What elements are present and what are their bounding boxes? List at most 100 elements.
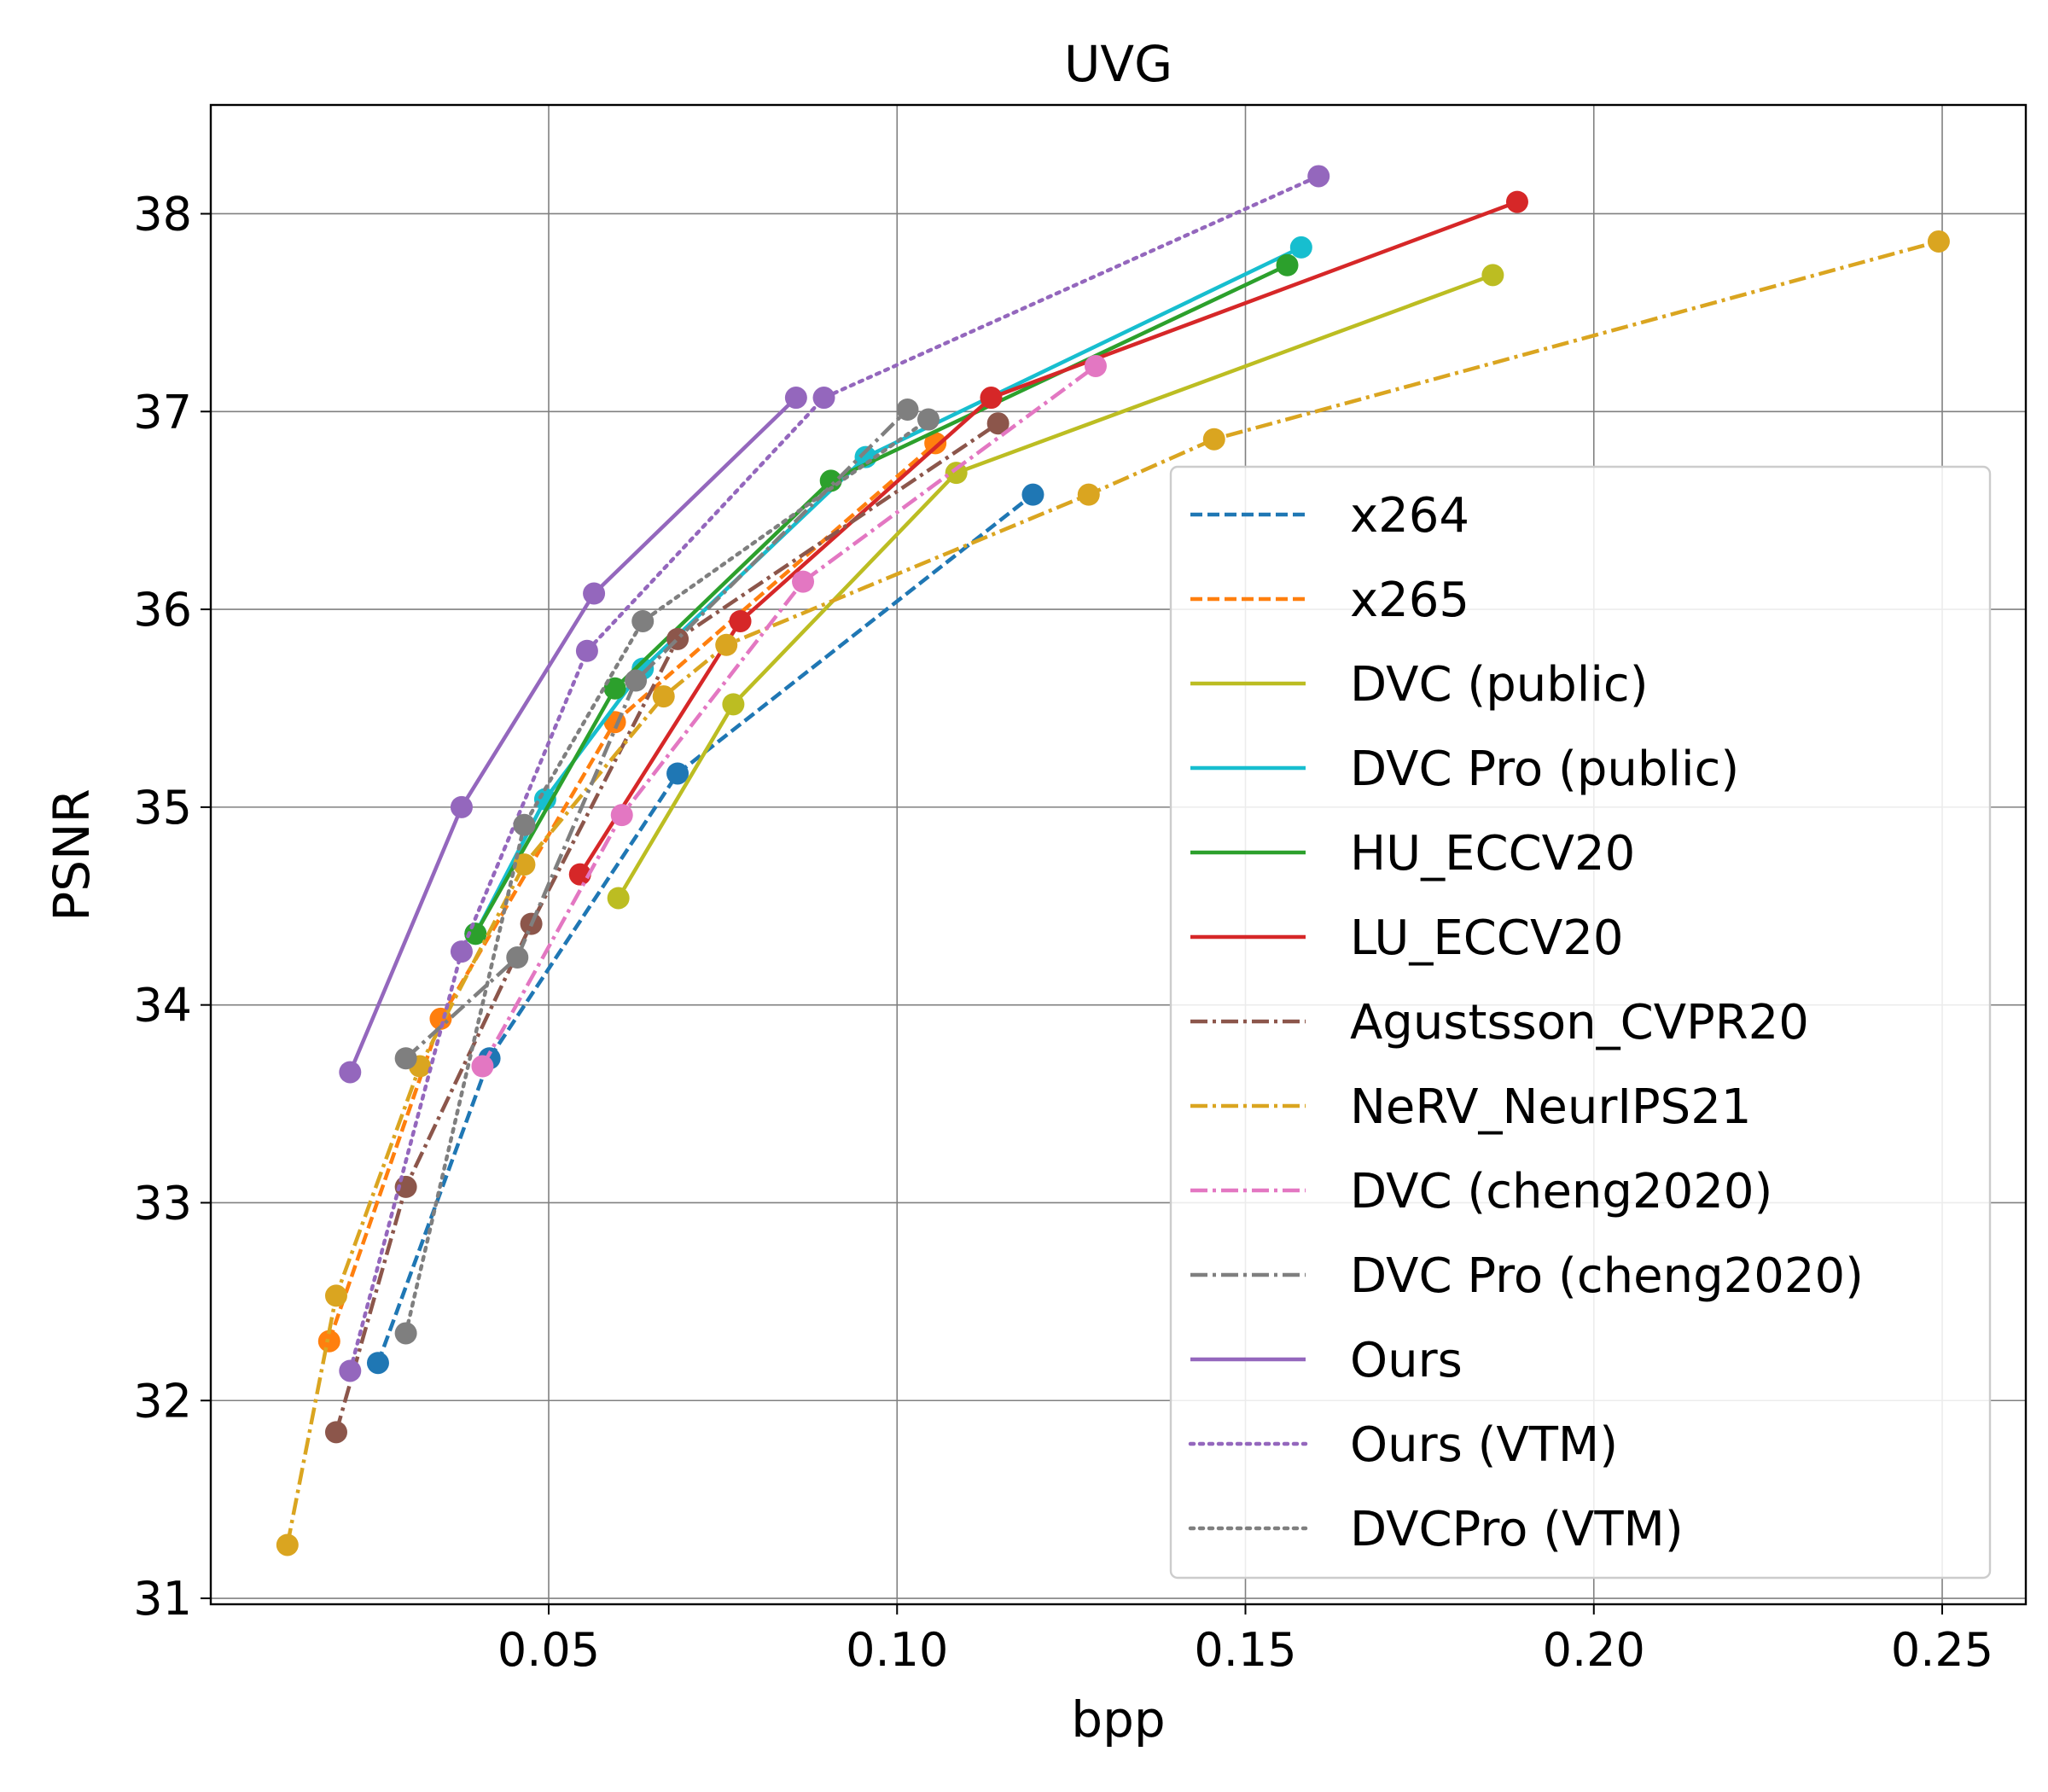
series-line	[285, 239, 1940, 1545]
data-point	[607, 887, 630, 910]
y-tick-label: 36	[133, 583, 192, 637]
legend-item: DVC (public)	[1190, 657, 1649, 713]
data-point	[945, 462, 968, 485]
legend-label: Agustsson_CVPR20	[1350, 995, 1809, 1050]
y-tick-label: 35	[133, 781, 192, 835]
data-point	[812, 387, 835, 410]
data-point	[896, 398, 919, 421]
data-point	[513, 813, 536, 836]
data-point	[339, 1061, 362, 1084]
data-point	[366, 1352, 389, 1375]
data-point	[631, 609, 655, 632]
data-point	[471, 1055, 494, 1078]
legend-item: x264	[1190, 488, 1469, 544]
legend-label: DVC Pro (cheng2020)	[1350, 1248, 1864, 1304]
data-point	[513, 853, 536, 876]
y-tick-label: 38	[133, 187, 192, 241]
legend-item: LU_ECCV20	[1190, 911, 1624, 966]
data-point	[450, 940, 473, 963]
y-tick-label: 34	[133, 979, 192, 1033]
legend-item: Ours (VTM)	[1188, 1417, 1618, 1473]
data-point	[568, 863, 591, 886]
data-point	[917, 408, 940, 431]
legend-item: DVC Pro (public)	[1190, 742, 1739, 797]
ticks: 0.05 0.10 0.15 0.20 0.25 31 32 33 34 35 36 37 38	[133, 187, 1993, 1677]
legend-label: LU_ECCV20	[1350, 911, 1624, 966]
data-point	[506, 946, 529, 969]
data-point	[792, 570, 815, 593]
y-tick-label: 31	[133, 1572, 192, 1626]
x-tick-label: 0.10	[846, 1623, 948, 1677]
y-tick-label: 33	[133, 1176, 192, 1230]
y-tick-label: 32	[133, 1374, 192, 1428]
data-point	[575, 639, 598, 662]
series-ours	[339, 387, 807, 1084]
series-dvc-pro-cheng2020	[394, 398, 919, 1070]
data-point	[1276, 253, 1299, 276]
series-dvcpro-vtm	[394, 408, 940, 1345]
data-point	[324, 1421, 347, 1444]
x-tick-label: 0.25	[1891, 1623, 1993, 1677]
legend-item: Agustsson_CVPR20	[1190, 995, 1809, 1050]
data-point	[652, 685, 675, 708]
data-point	[603, 677, 626, 700]
data-point	[276, 1533, 299, 1556]
x-tick-label: 0.20	[1543, 1623, 1645, 1677]
data-point	[722, 693, 745, 716]
chart-title: UVG	[1064, 35, 1172, 93]
data-point	[610, 804, 633, 827]
y-axis-label: PSNR	[43, 788, 101, 921]
series-dvc-cheng2020	[471, 354, 1107, 1078]
y-tick-label: 37	[133, 385, 192, 439]
legend: x264 x265 DVC (public) DVC Pro (public) HU_E…	[1169, 465, 1992, 1580]
data-point	[339, 1359, 362, 1382]
series-group	[276, 165, 1950, 1556]
legend-item: DVCPro (VTM)	[1188, 1502, 1684, 1557]
series-ours-vtm	[339, 165, 1330, 1382]
data-point	[1307, 165, 1330, 188]
data-point	[980, 387, 1003, 410]
legend-item: NeRV_NeurIPS21	[1190, 1079, 1751, 1135]
legend-label: DVC Pro (public)	[1350, 742, 1739, 797]
x-axis-label: bpp	[1071, 1690, 1165, 1748]
legend-label: Ours (VTM)	[1350, 1417, 1618, 1473]
data-point	[715, 633, 738, 656]
data-point	[1505, 190, 1528, 213]
series-line	[480, 364, 1097, 1068]
data-point	[583, 582, 606, 605]
x-tick-label: 0.05	[497, 1623, 600, 1677]
data-point	[1077, 483, 1100, 506]
legend-label: NeRV_NeurIPS21	[1350, 1079, 1751, 1135]
data-point	[450, 795, 473, 818]
data-point	[1202, 428, 1225, 451]
series-line	[348, 396, 798, 1073]
legend-item: x265	[1190, 573, 1469, 628]
series-line	[404, 408, 910, 1060]
legend-label: x264	[1350, 488, 1469, 544]
series-line	[404, 417, 931, 1335]
data-point	[924, 432, 947, 455]
legend-label: DVC (cheng2020)	[1350, 1164, 1772, 1219]
series-line	[578, 200, 1518, 876]
legend-label: x265	[1350, 573, 1469, 628]
legend-item: DVC Pro (cheng2020)	[1190, 1248, 1864, 1304]
legend-label: HU_ECCV20	[1350, 826, 1635, 881]
data-point	[1021, 483, 1044, 506]
data-point	[986, 412, 1009, 435]
x-tick-label: 0.15	[1194, 1623, 1296, 1677]
legend-box	[1169, 465, 1992, 1580]
data-point	[819, 469, 842, 492]
plot-frame	[209, 103, 2028, 1606]
series-lu-eccv20	[568, 190, 1528, 886]
series-line	[616, 273, 1494, 899]
series-dvc-public	[607, 264, 1504, 910]
data-point	[1084, 354, 1107, 377]
legend-label: DVCPro (VTM)	[1350, 1502, 1684, 1557]
legend-label: Ours	[1350, 1333, 1463, 1388]
data-point	[324, 1284, 347, 1307]
legend-label: DVC (public)	[1350, 657, 1649, 713]
data-point	[394, 1322, 417, 1345]
data-point	[1289, 236, 1312, 259]
legend-item: HU_ECCV20	[1190, 826, 1635, 881]
